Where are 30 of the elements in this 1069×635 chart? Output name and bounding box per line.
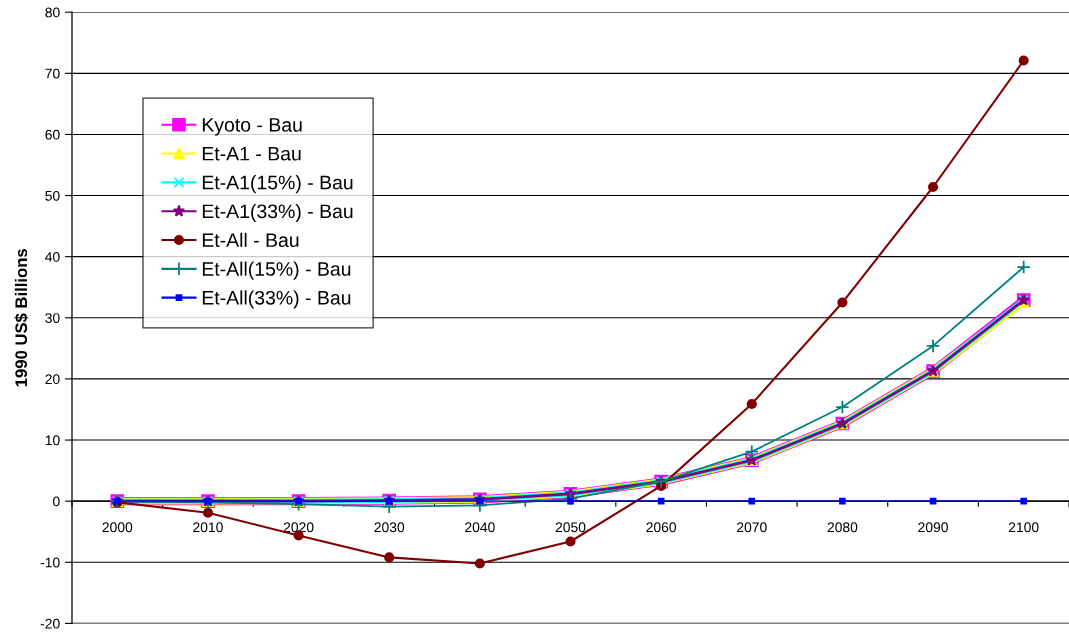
y-tick-label: 0 <box>53 496 60 507</box>
x-tick-label: 2090 <box>918 522 948 533</box>
x-tick-label: 2000 <box>102 522 133 533</box>
x-tick-label: 2100 <box>1008 522 1039 533</box>
x-tick-label: 2010 <box>193 522 223 533</box>
x-tick-label: 2070 <box>737 522 767 533</box>
y-tick-label: 10 <box>45 435 60 446</box>
y-tick-label: 70 <box>45 68 60 79</box>
legend-label: Et-All - Bau <box>202 232 299 248</box>
legend-label: Et-A1(15%) - Bau <box>202 175 353 194</box>
x-tick-label: 2050 <box>555 522 586 533</box>
x-tick-label: 2040 <box>465 522 495 533</box>
legend-label: Et-A1 - Bau <box>202 146 301 161</box>
y-tick-label: -20 <box>40 618 60 629</box>
y-tick-label: 50 <box>45 190 60 201</box>
y-tick-label: 40 <box>45 252 60 262</box>
legend-label: Et-All(15%) - Bau <box>202 261 351 280</box>
y-tick-label: 80 <box>45 7 60 18</box>
x-tick-label: 2030 <box>374 522 405 533</box>
legend-label: Kyoto - Bau <box>202 118 302 136</box>
y-tick-label: 20 <box>45 374 60 385</box>
x-tick-label: 2020 <box>283 522 314 533</box>
legend-label: Et-All(33%) - Bau <box>202 290 351 309</box>
x-tick-label: 2060 <box>646 522 677 533</box>
legend-label: Et-A1(33%) - Bau <box>202 203 353 223</box>
y-tick-label: 30 <box>45 313 60 323</box>
y-tick-label: -10 <box>40 557 60 568</box>
y-tick-label: 60 <box>45 129 60 140</box>
x-tick-label: 2080 <box>827 522 858 533</box>
y-axis-title: 1990 US$ Billions <box>14 249 29 387</box>
